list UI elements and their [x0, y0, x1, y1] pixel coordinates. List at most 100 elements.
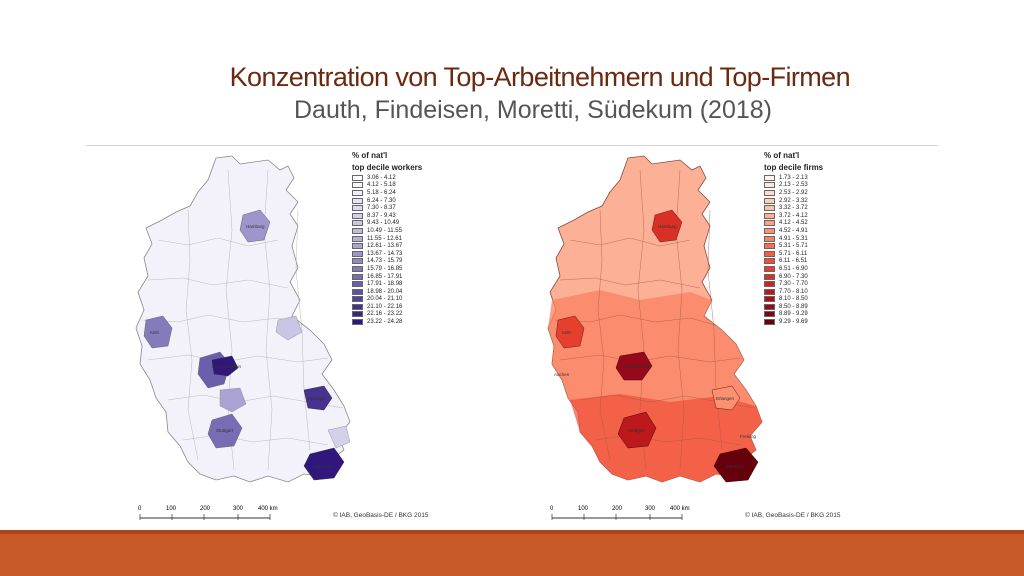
footer-bar [0, 534, 1024, 576]
germany-map-workers: Hamburg Köln Frankfurt/Main Erlangen Stu… [135, 155, 351, 483]
legend-swatch [352, 212, 363, 219]
legend-class-label: 2.53 - 2.92 [779, 189, 808, 196]
legend-row: 6.24 - 7.30 [352, 197, 422, 205]
legend-swatch [764, 174, 775, 181]
legend-class-label: 12.61 - 13.67 [367, 243, 403, 250]
legend-row: 16.85 - 17.91 [352, 273, 422, 281]
legend-class-label: 13.67 - 14.73 [367, 250, 403, 257]
region-hamburg [239, 209, 271, 243]
legend-row: 12.61 - 13.67 [352, 242, 422, 250]
legend-title-line2: top decile firms [764, 163, 824, 172]
legend-class-label: 3.72 - 4.12 [779, 212, 808, 219]
legend-row: 6.51 - 6.90 [764, 265, 823, 273]
city-label-stuttgart: Stuttgart [216, 428, 234, 433]
scale-label-200: 200 [612, 506, 623, 512]
legend-row: 8.37 - 9.43 [352, 212, 422, 220]
legend-firms: % of nat'l top decile firms 1.73 - 2.13 2… [764, 150, 823, 326]
footer-accent-strip [0, 530, 1024, 534]
legend-class-label: 8.50 - 8.89 [779, 303, 808, 310]
legend-class-label: 18.98 - 20.04 [367, 288, 403, 295]
legend-swatch [764, 288, 775, 295]
legend-swatch [764, 273, 775, 280]
legend-class-label: 5.18 - 6.24 [367, 189, 396, 196]
legend-row: 15.79 - 16.85 [352, 265, 422, 273]
legend-row: 18.98 - 20.04 [352, 288, 422, 296]
city-labels: Hamburg Köln Frankfurt/Main Erlangen Stu… [554, 224, 757, 469]
city-label-muenchen: München [314, 464, 333, 469]
region-koeln [555, 315, 585, 349]
legend-workers: % of nat'l top decile workers 3.06 - 4.1… [352, 150, 422, 326]
legend-class-label: 9.29 - 9.69 [779, 319, 808, 326]
legend-class-label: 20.04 - 21.10 [367, 296, 403, 303]
slide-title: Konzentration von Top-Arbeitnehmern und … [229, 62, 851, 92]
region-muenchen [713, 447, 759, 483]
legend-row: 5.31 - 5.71 [764, 242, 823, 250]
legend-class-label: 4.12 - 5.18 [367, 182, 396, 189]
legend-row: 2.13 - 2.53 [764, 182, 823, 190]
legend-swatch [352, 319, 363, 326]
legend-class-label: 2.92 - 3.32 [779, 197, 808, 204]
legend-swatch [352, 227, 363, 234]
legend-class-label: 17.91 - 18.98 [367, 281, 403, 288]
legend-swatch [352, 296, 363, 303]
legend-row: 4.91 - 5.31 [764, 235, 823, 243]
legend-swatch [352, 235, 363, 242]
legend-class-label: 6.24 - 7.30 [367, 197, 396, 204]
legend-swatch [352, 273, 363, 280]
legend-row: 7.70 - 8.10 [764, 288, 823, 296]
map-top-firms: Hamburg Köln Frankfurt/Main Erlangen Stu… [540, 150, 850, 530]
city-label-freising: Freising [740, 434, 757, 439]
scale-label-400: 400 km [670, 506, 690, 512]
legend-swatch [352, 303, 363, 310]
scale-label-200: 200 [200, 506, 211, 512]
legend-swatch [764, 220, 775, 227]
legend-swatch [352, 281, 363, 288]
scale-label-0: 0 [550, 506, 554, 512]
scale-bar-graphic: 0 100 200 300 400 km [138, 506, 278, 520]
slide-subtitle: Dauth, Findeisen, Moretti, Südekum (2018… [293, 96, 772, 124]
region-hamburg [651, 209, 683, 243]
legend-swatch [764, 212, 775, 219]
city-label-hamburg: Hamburg [658, 224, 677, 229]
city-label-hamburg: Hamburg [246, 224, 265, 229]
legend-swatch [352, 220, 363, 227]
legend-class-label: 4.91 - 5.31 [779, 235, 808, 242]
legend-row: 9.43 - 10.49 [352, 220, 422, 228]
legend-swatch [352, 243, 363, 250]
legend-row: 5.18 - 6.24 [352, 189, 422, 197]
region-misc-2 [275, 315, 303, 341]
legend-row: 21.10 - 22.16 [352, 303, 422, 311]
legend-row: 3.06 - 4.12 [352, 174, 422, 182]
legend-row: 22.16 - 23.22 [352, 311, 422, 319]
legend-class-label: 8.89 - 9.29 [779, 311, 808, 318]
legend-row: 2.92 - 3.32 [764, 197, 823, 205]
legend-class-label: 14.73 - 15.79 [367, 258, 403, 265]
legend-title-line1: % of nat'l [764, 151, 800, 160]
legend-row: 20.04 - 21.10 [352, 296, 422, 304]
city-label-frankfurt: Frankfurt/Main [622, 364, 652, 369]
scale-label-100: 100 [578, 506, 589, 512]
legend-swatch [352, 197, 363, 204]
legend-swatch [764, 227, 775, 234]
legend-swatch [764, 205, 775, 212]
legend-row: 11.55 - 12.61 [352, 235, 422, 243]
legend-class-label: 22.16 - 23.22 [367, 311, 403, 318]
legend-class-label: 2.13 - 2.53 [779, 182, 808, 189]
legend-class-label: 8.37 - 9.43 [367, 212, 396, 219]
legend-class-label: 3.32 - 3.72 [779, 205, 808, 212]
legend-row: 5.71 - 6.11 [764, 250, 823, 258]
legend-rows: 3.06 - 4.12 4.12 - 5.18 5.18 - 6.24 6.24 - … [352, 174, 422, 326]
legend-swatch [764, 258, 775, 265]
legend-swatch [764, 243, 775, 250]
legend-swatch [764, 281, 775, 288]
region-koeln [143, 315, 173, 349]
legend-class-label: 7.70 - 8.10 [779, 288, 808, 295]
legend-class-label: 5.71 - 6.11 [779, 250, 808, 257]
legend-swatch [352, 311, 363, 318]
legend-row: 1.73 - 2.13 [764, 174, 823, 182]
city-label-erlangen: Erlangen [308, 396, 327, 401]
legend-row: 13.67 - 14.73 [352, 250, 422, 258]
legend-class-label: 21.10 - 22.16 [367, 303, 403, 310]
region-stuttgart [617, 411, 657, 449]
legend-swatch [352, 250, 363, 257]
